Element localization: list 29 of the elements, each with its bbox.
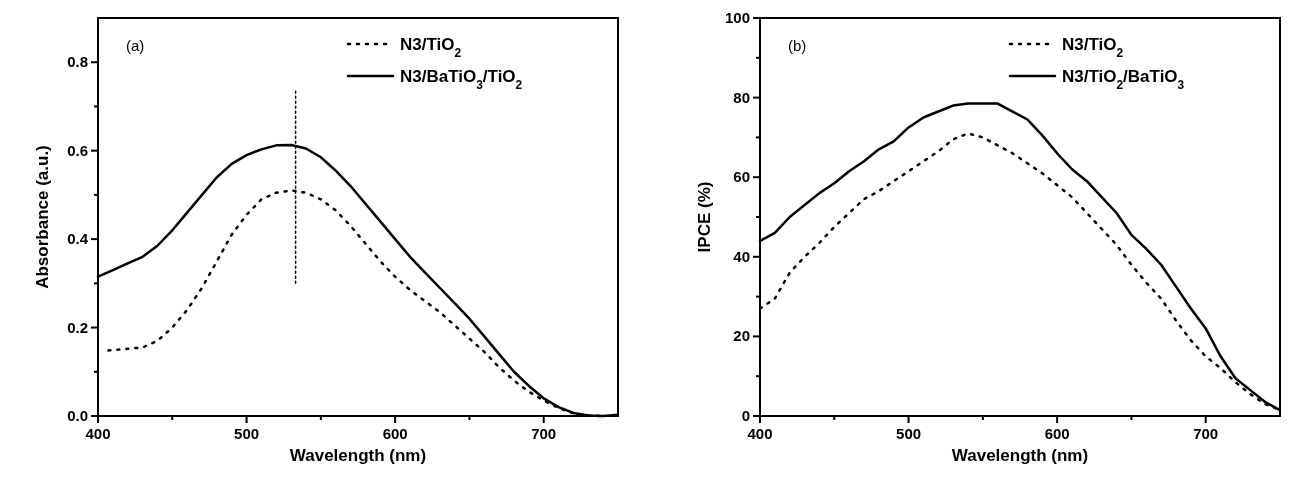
x-tick-label: 500 [896,425,922,442]
legend-label: N3/TiO$_{2}$/BaTiO$_{3}$ [1062,67,1185,92]
y-tick-label: 20 [733,327,750,345]
annotation: (a) [126,37,145,54]
y-tick-label: 0.8 [67,53,88,71]
y-tick-label: 0.4 [67,230,89,248]
y-tick-label: 0.0 [67,407,88,424]
y-tick-label: 100 [724,9,750,26]
y-tick-label: 0.6 [67,141,88,159]
y-tick-label: 60 [733,168,750,186]
y-tick-label: 80 [733,88,750,106]
x-tick-label: 500 [234,425,260,442]
x-tick-label: 600 [1044,425,1070,442]
legend-label: N3/TiO$_{2}$ [1062,35,1124,60]
x-axis-title: Wavelength (nm) [289,446,427,465]
x-tick-label: 400 [747,425,773,442]
x-tick-label: 600 [382,425,408,442]
x-tick-label: 400 [85,425,111,442]
y-tick-label: 0.2 [67,318,88,336]
y-axis-title: IPCE (%) [695,181,714,253]
y-tick-label: 0 [741,407,750,424]
legend-label: N3/TiO$_{2}$ [400,35,462,60]
y-axis-title: Absorbance (a.u.) [33,145,52,289]
x-tick-label: 700 [531,425,557,442]
annotation: (b) [788,37,807,54]
y-tick-label: 40 [733,247,750,265]
legend-label: N3/BaTiO$_{3}$/TiO$_{2}$ [400,67,523,92]
x-axis-title: Wavelength (nm) [951,446,1089,465]
x-tick-label: 700 [1193,425,1219,442]
